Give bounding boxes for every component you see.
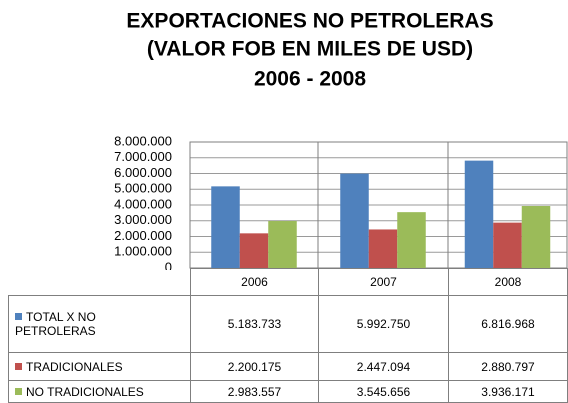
x-tick-label: 2008	[448, 268, 568, 296]
legend-label: NO TRADICIONALES	[26, 384, 144, 399]
data-label: 3.545.656	[318, 380, 449, 403]
bar	[268, 221, 297, 268]
data-label: 3.936.171	[448, 380, 568, 403]
y-tick-label: 8.000.000	[114, 133, 172, 148]
legend-cell: TRADICIONALES	[8, 352, 191, 381]
chart-title: EXPORTACIONES NO PETROLERAS	[126, 10, 493, 33]
bar	[493, 222, 522, 268]
bar	[521, 206, 551, 268]
chart: EXPORTACIONES NO PETROLERAS (VALOR FOB E…	[114, 10, 568, 270]
data-label: 5.183.733	[190, 295, 319, 353]
y-tick-label: 6.000.000	[114, 165, 172, 180]
y-tick-label: 0	[165, 259, 172, 270]
series-row: TOTAL X NO PETROLERAS 5.183.733 5.992.750 6…	[8, 295, 568, 353]
legend-key	[15, 362, 22, 370]
y-tick-label: 1.000.000	[114, 244, 172, 259]
legend-cell: NO TRADICIONALES	[8, 380, 191, 403]
x-tick-label: 2006	[190, 268, 319, 296]
x-tick-label: 2007	[318, 268, 449, 296]
header-row: 2006 2007 2008	[8, 268, 568, 296]
chart-title: (VALOR FOB EN MILES DE USD)	[147, 38, 473, 61]
bar	[464, 160, 494, 268]
data-label: 2.200.175	[190, 352, 319, 381]
y-tick-label: 7.000.000	[114, 149, 172, 164]
data-label: 2.880.797	[448, 352, 568, 381]
y-tick-label: 4.000.000	[114, 196, 172, 211]
bar	[340, 173, 369, 268]
legend-label: TOTAL X NO PETROLERAS	[15, 310, 96, 338]
legend-key	[15, 313, 22, 320]
series-row: NO TRADICIONALES 2.983.557 3.545.656 3.936.…	[8, 380, 568, 403]
data-table: 2006 2007 2008 TOTAL X NO PETROLERAS 5.183.7…	[8, 268, 568, 403]
bar	[397, 212, 426, 268]
data-label: 2.447.094	[318, 352, 449, 381]
data-label: 6.816.968	[448, 295, 568, 353]
bar	[368, 229, 398, 268]
data-label: 5.992.750	[318, 295, 449, 353]
legend-cell: TOTAL X NO PETROLERAS	[8, 295, 191, 353]
legend-label: TRADICIONALES	[26, 359, 123, 374]
data-label: 2.983.557	[190, 380, 319, 403]
bar	[239, 233, 269, 268]
y-tick-label: 5.000.000	[114, 181, 172, 196]
bar	[211, 186, 240, 268]
chart-title: 2006 - 2008	[254, 68, 366, 91]
legend-key	[15, 387, 22, 395]
series-row: TRADICIONALES 2.200.175 2.447.094 2.880.797	[8, 352, 568, 381]
y-tick-label: 3.000.000	[114, 212, 172, 227]
blank-cell	[8, 268, 191, 296]
y-tick-label: 2.000.000	[114, 228, 172, 243]
